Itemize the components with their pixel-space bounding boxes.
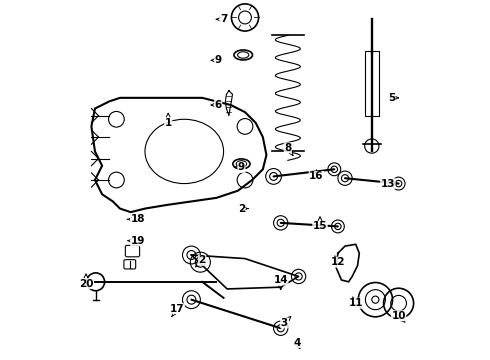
Text: 9: 9 — [234, 162, 245, 172]
Text: 3: 3 — [281, 316, 291, 328]
Text: 8: 8 — [284, 143, 293, 156]
Text: 13: 13 — [381, 179, 398, 189]
Text: 9: 9 — [211, 55, 222, 65]
Text: 14: 14 — [273, 275, 288, 290]
Text: 6: 6 — [211, 100, 222, 110]
Text: 16: 16 — [309, 170, 324, 181]
Text: 1: 1 — [165, 113, 172, 128]
Text: 10: 10 — [392, 311, 406, 322]
Text: 17: 17 — [170, 303, 184, 316]
Text: 19: 19 — [127, 236, 145, 246]
Text: 7: 7 — [217, 14, 227, 24]
Text: 2: 2 — [196, 255, 206, 267]
Text: 4: 4 — [293, 338, 300, 349]
Bar — [365, 51, 379, 116]
Text: 18: 18 — [127, 214, 145, 224]
Text: 5: 5 — [388, 93, 399, 103]
Text: 15: 15 — [313, 217, 327, 231]
Text: 20: 20 — [79, 274, 93, 289]
Text: 12: 12 — [331, 256, 345, 267]
Text: 2: 2 — [238, 203, 248, 213]
Text: 11: 11 — [348, 297, 363, 308]
